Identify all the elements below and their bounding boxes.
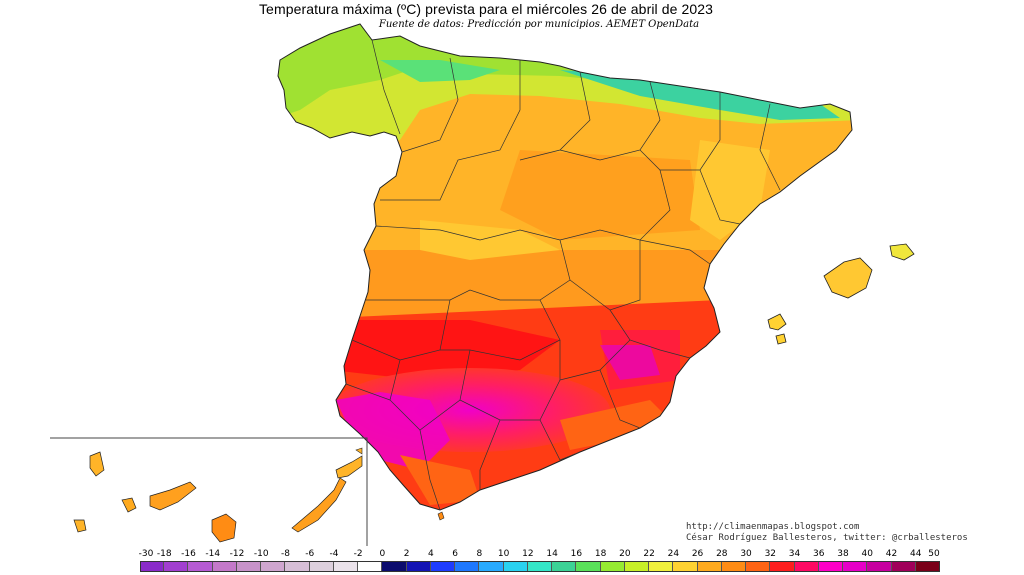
legend-swatch — [309, 561, 334, 572]
legend-swatch — [430, 561, 456, 572]
legend-label: 42 — [885, 549, 898, 559]
legend-swatch — [455, 561, 480, 572]
legend-label: 2 — [403, 549, 410, 559]
legend-swatch — [697, 561, 722, 572]
legend-swatch — [600, 561, 625, 572]
legend-label: 6 — [452, 549, 459, 559]
legend-swatch — [164, 561, 189, 572]
credit-author: César Rodríguez Ballesteros, twitter: @c… — [686, 533, 968, 543]
legend-swatch — [818, 561, 844, 572]
legend-swatch — [891, 561, 916, 572]
legend-label: 24 — [667, 549, 680, 559]
legend-label: 16 — [570, 549, 583, 559]
legend-swatch — [503, 561, 528, 572]
legend-swatch — [479, 561, 504, 572]
canary-islands-inset — [50, 437, 368, 546]
legend-label: 38 — [837, 549, 849, 559]
legend-label: 36 — [813, 549, 825, 559]
map-subtitle: Fuente de datos: Predicción por municipi… — [378, 19, 700, 30]
legend-label: 34 — [788, 549, 801, 559]
legend-swatch — [867, 561, 892, 572]
legend-label: 44 — [910, 549, 922, 559]
legend-label: 28 — [716, 549, 728, 559]
legend-swatch — [552, 561, 577, 572]
legend-label: 50 — [928, 549, 940, 559]
legend-label: 10 — [497, 549, 510, 559]
legend-swatch — [261, 561, 286, 572]
legend-label: -10 — [253, 549, 269, 559]
credit-url[interactable]: http://climaenmapas.blogspot.com — [686, 522, 860, 532]
legend-label: 40 — [861, 549, 873, 559]
legend-swatch — [649, 561, 674, 572]
legend-label: 30 — [740, 549, 752, 559]
legend-label: 20 — [619, 549, 631, 559]
legend-label: -14 — [205, 549, 221, 559]
legend-swatch — [285, 561, 310, 572]
legend-label: 22 — [643, 549, 655, 559]
color-legend: -30 -18 -16 -14 -12 -10 -8 -6 -4 -2 0 2 4 6 8 10 12 14 16 1… — [138, 549, 940, 575]
ceuta — [437, 511, 445, 521]
legend-label: 0 — [379, 549, 386, 559]
balearic-islands — [767, 243, 915, 345]
legend-swatch — [406, 561, 431, 572]
legend-label: -6 — [305, 549, 315, 559]
legend-swatch — [527, 561, 553, 572]
legend-swatch — [212, 561, 237, 572]
legend-swatch — [576, 561, 601, 572]
province-borders — [345, 39, 781, 511]
map-title: Temperatura máxima (ºC) prevista para el… — [258, 1, 714, 17]
legend-label: 14 — [546, 549, 558, 559]
legend-label: -16 — [181, 549, 196, 559]
legend-swatch — [140, 561, 165, 572]
legend-label: 12 — [522, 549, 534, 559]
legend-swatch — [673, 561, 698, 572]
legend-label: -4 — [329, 549, 339, 559]
legend-swatch — [843, 561, 868, 572]
legend-swatch — [358, 561, 383, 572]
legend-swatch — [624, 561, 650, 572]
credit-block: http://climaenmapas.blogspot.com César R… — [686, 522, 968, 544]
legend-label: -18 — [156, 549, 172, 559]
legend-swatch — [746, 561, 771, 572]
legend-swatch — [382, 561, 407, 572]
legend-label: 18 — [594, 549, 607, 559]
legend-label: -30 — [138, 549, 154, 559]
legend-label: -12 — [229, 549, 245, 559]
legend-label: 26 — [691, 549, 704, 559]
legend-swatch — [770, 561, 795, 572]
legend-swatch — [794, 561, 819, 572]
legend-swatch — [236, 561, 262, 572]
legend-swatch — [333, 561, 359, 572]
peninsula-map — [277, 23, 853, 511]
legend-label: 8 — [476, 549, 483, 559]
legend-label: 4 — [428, 549, 434, 559]
legend-swatch — [188, 561, 213, 572]
legend-label: 32 — [764, 549, 777, 559]
legend-label: -2 — [353, 549, 363, 559]
legend-swatch — [721, 561, 747, 572]
legend-label: -8 — [280, 549, 290, 559]
legend-swatch — [915, 561, 940, 572]
